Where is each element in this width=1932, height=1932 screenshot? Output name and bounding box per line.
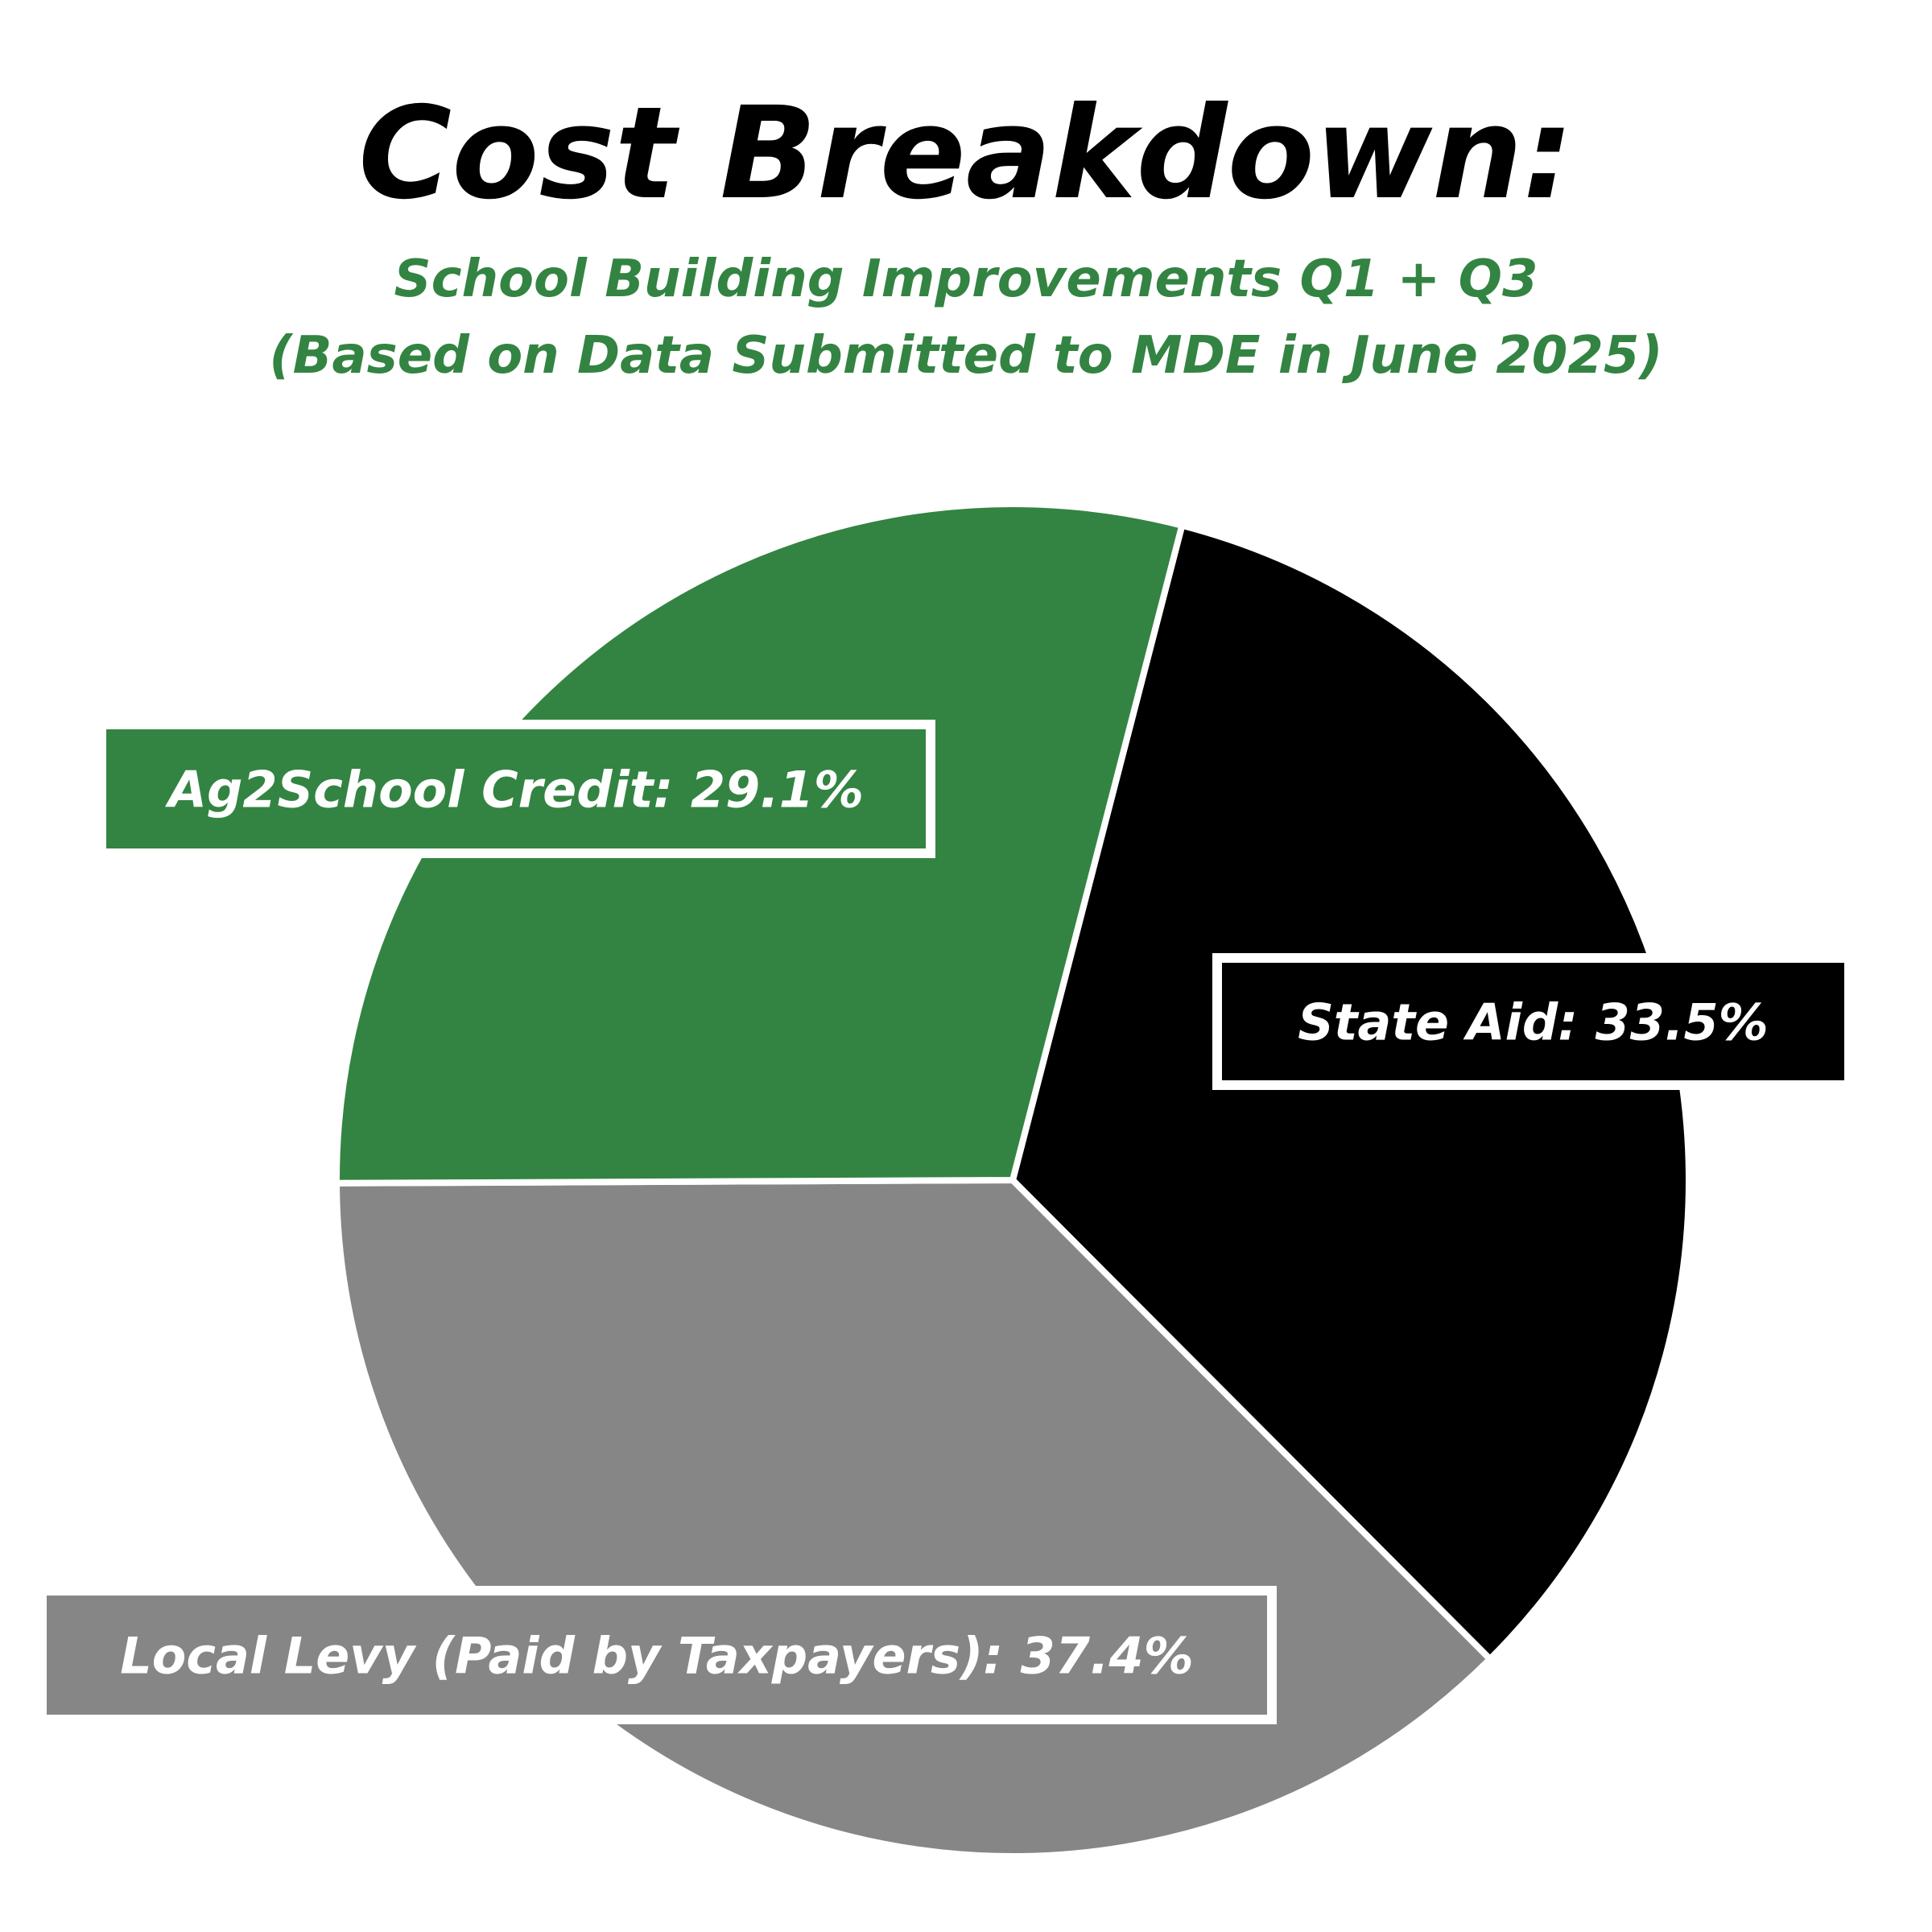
chart-subtitle-note: (Based on Data Submitted to MDE in June … — [269, 326, 1662, 386]
label-local-levy: Local Levy (Paid by Taxpayers): 37.4% — [37, 1586, 1277, 1724]
chart-subtitle: School Building Improvements Q1 + Q3 — [394, 250, 1538, 309]
label-ag2school-credit: Ag2School Credit: 29.1% — [97, 720, 935, 858]
slice-label-box — [97, 720, 935, 858]
slice-label-box — [1212, 953, 1854, 1090]
slice-label-box — [37, 1586, 1277, 1724]
chart-title: Cost Breakdown: — [358, 80, 1574, 228]
slice-label-text: State Aid: 33.5% — [1298, 993, 1769, 1051]
slice-label-text: Ag2School Credit: 29.1% — [164, 760, 864, 819]
slice-labels: State Aid: 33.5% Local Levy (Paid by Taxp… — [37, 720, 1854, 1724]
slice-label-text: Local Levy (Paid by Taxpayers): 37.4% — [120, 1626, 1194, 1685]
label-state-aid: State Aid: 33.5% — [1212, 953, 1854, 1090]
